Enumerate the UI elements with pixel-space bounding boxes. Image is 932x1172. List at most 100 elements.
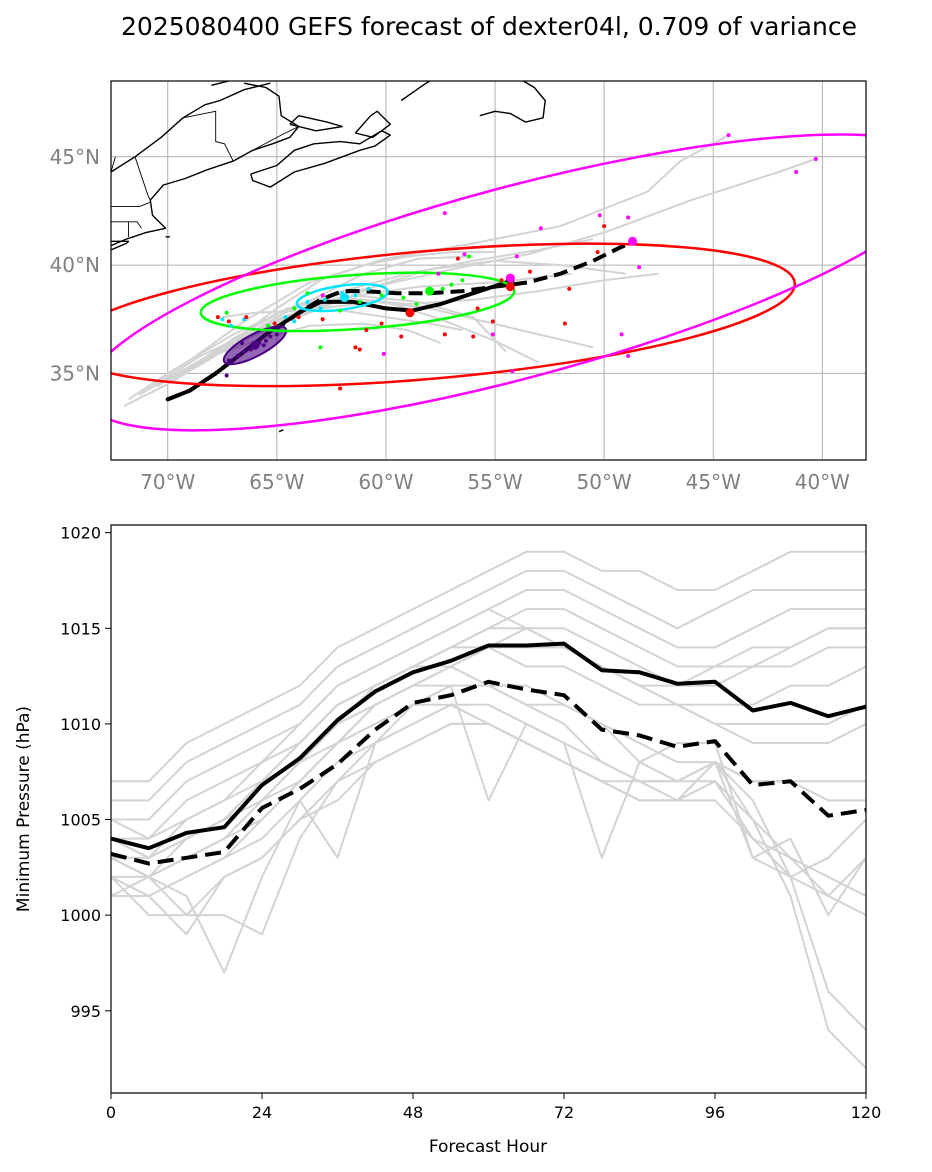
coastline (111, 82, 271, 173)
coastline (479, 81, 546, 123)
pressure-chart: 0 24 48 72 96 120 995 1000 1005 1010 1015 1020 For… (14, 524, 881, 1157)
member-position-dot (364, 328, 369, 333)
member-pressure-line (111, 703, 866, 1031)
member-position-dot (248, 347, 253, 352)
member-position-dot (514, 254, 519, 259)
member-position-dot (471, 334, 476, 339)
x-tick-label: 0 (106, 1103, 116, 1122)
member-position-dot (379, 321, 384, 326)
member-position-dot (460, 278, 465, 283)
member-position-dot (455, 256, 460, 261)
member-position-dot (261, 343, 266, 348)
map-frame (110, 80, 867, 461)
member-track (127, 158, 817, 401)
member-position-dot (442, 332, 447, 337)
x-tick-label: 96 (705, 1103, 725, 1122)
track-map: 70°W 65°W 60°W 55°W 50°W 45°W 40°W 35°N 40°N 45°… (50, 80, 867, 494)
cluster-center-dot (505, 273, 515, 283)
member-position-dot (226, 319, 231, 324)
cluster-ellipse (111, 242, 797, 388)
state-border (252, 126, 299, 151)
cluster-ellipse (199, 271, 516, 333)
member-position-dot (475, 306, 480, 311)
member-track (149, 238, 594, 390)
member-position-dot (296, 315, 301, 320)
state-border (111, 221, 142, 229)
member-pressure-line (111, 703, 866, 1069)
state-border (182, 110, 234, 162)
y-tick-label: 1000 (60, 906, 101, 925)
member-position-dot (414, 302, 419, 307)
member-position-dot (353, 345, 358, 350)
member-position-dot (490, 319, 495, 324)
coastline (400, 81, 430, 102)
member-position-dot (292, 319, 297, 324)
member-position-dot (366, 286, 371, 291)
coastline (278, 429, 284, 433)
y-tick-label: 1005 (60, 811, 101, 830)
member-position-dot (283, 315, 288, 320)
member-position-dot (449, 282, 454, 287)
member-position-dot (510, 369, 515, 374)
mean-pressure-dashed (111, 679, 866, 866)
member-position-dot (442, 211, 447, 216)
map-longitude-ticks: 70°W 65°W 60°W 55°W 50°W 45°W 40°W (140, 470, 850, 494)
cluster-center-dot (505, 282, 515, 292)
member-position-dot (220, 317, 225, 322)
member-position-dot (224, 373, 229, 378)
x-tick-label: 24 (252, 1103, 272, 1122)
member-position-dot (490, 332, 495, 337)
map-lon-tick-label: 70°W (140, 470, 195, 494)
member-position-dot (338, 308, 343, 313)
pressure-frame (110, 524, 867, 1094)
state-border (111, 201, 151, 208)
member-position-dot (597, 213, 602, 218)
coastlines (111, 81, 546, 433)
member-position-dot (401, 295, 406, 300)
pressure-y-ticks: 995 1000 1005 1010 1015 1020 (60, 524, 111, 1021)
member-position-dot (602, 224, 607, 229)
member-position-dot (318, 306, 323, 311)
map-lon-tick-label: 55°W (467, 470, 522, 494)
member-pressure-line (111, 569, 866, 802)
map-lon-tick-label: 65°W (249, 470, 304, 494)
member-position-dot (322, 297, 327, 302)
member-position-dot (813, 156, 818, 161)
member-position-dot (305, 291, 310, 296)
member-pressure-line (111, 684, 866, 897)
member-position-dot (266, 323, 271, 328)
member-position-dot (338, 386, 343, 391)
cluster-center-dot (425, 286, 435, 296)
cluster-center-dot (250, 340, 260, 350)
map-gridlines (111, 81, 866, 460)
cluster-center-dot (405, 308, 415, 318)
member-pressure-line (111, 550, 866, 783)
member-position-dot (436, 271, 441, 276)
member-position-dot (239, 341, 244, 346)
coastline (111, 82, 300, 247)
map-lat-tick-label: 35°N (50, 361, 100, 385)
member-position-dot (399, 334, 404, 339)
cluster-ellipse (111, 133, 866, 432)
coastline (211, 81, 229, 86)
member-position-dot (357, 347, 362, 352)
member-position-dot (274, 332, 279, 337)
member-track (145, 298, 540, 392)
x-tick-label: 48 (403, 1103, 423, 1122)
member-position-dot (462, 252, 467, 257)
member-track (167, 255, 474, 383)
figure-title: 2025080400 GEFS forecast of dexter04l, 0… (121, 12, 857, 41)
member-pressure-line (111, 608, 866, 840)
member-position-dot (466, 254, 471, 259)
member-position-dot (562, 321, 567, 326)
member-position-dot (268, 334, 273, 339)
member-position-dot (244, 315, 249, 320)
y-tick-label: 1020 (60, 524, 101, 543)
y-tick-label: 1015 (60, 619, 101, 638)
state-border (111, 156, 116, 173)
map-latitude-ticks: 35°N 40°N 45°N (50, 145, 100, 386)
member-position-dot (626, 215, 631, 220)
member-track (156, 294, 507, 388)
member-position-dot (379, 293, 384, 298)
